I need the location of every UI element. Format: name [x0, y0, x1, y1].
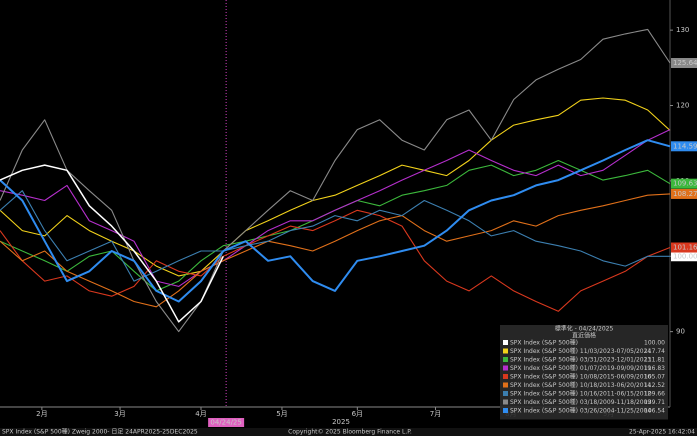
legend-value: 100.00 — [644, 340, 665, 347]
series-line — [0, 193, 671, 308]
legend-value: 111.81 — [644, 357, 665, 364]
legend-swatch — [503, 357, 508, 362]
y-tick-label: 130 — [676, 26, 689, 34]
last-value-box — [671, 178, 697, 189]
series-line — [0, 164, 224, 323]
date-marker-box — [208, 418, 245, 427]
legend-label: SPX Index (S&P 500種) 10/08/2015-06/09/20… — [510, 373, 651, 381]
legend-title: 直近価格 — [572, 332, 596, 340]
last-value-box — [671, 188, 697, 199]
legend-label: SPX Index (S&P 500種) 11/03/2023-07/05/20… — [510, 347, 651, 355]
series-line — [0, 129, 671, 287]
legend-label: SPX Index (S&P 500種) — [510, 339, 578, 347]
legend-label: SPX Index (S&P 500種) 03/26/2004-11/25/20… — [510, 407, 651, 415]
status-bar — [0, 428, 697, 436]
legend-label: SPX Index (S&P 500種) 10/16/2011-06/15/20… — [510, 390, 651, 398]
last-value-box — [671, 58, 697, 69]
date-marker-label: 04/24/25 — [210, 419, 241, 427]
legend-value: 105.07 — [644, 374, 665, 381]
legend-value: 116.83 — [644, 365, 665, 372]
last-value-label: 114.59 — [673, 142, 697, 150]
series-line — [0, 139, 671, 303]
legend-label: SPX Index (S&P 500種) 03/18/2009-11/18/20… — [510, 398, 651, 406]
legend-label: SPX Index (S&P 500種) 03/31/2023-12/01/20… — [510, 356, 651, 364]
series-line — [0, 209, 671, 312]
x-tick-label: 4月 — [195, 410, 206, 418]
last-value-label: 108.27 — [673, 190, 697, 198]
last-value-label: 100.00 — [673, 252, 697, 260]
legend-swatch — [503, 408, 508, 413]
series-line — [0, 28, 671, 333]
legend-title: 標準化 - 04/24/2025 — [555, 325, 614, 333]
legend-value: 139.71 — [644, 399, 665, 406]
x-tick-label: 2月 — [36, 410, 47, 418]
last-value-box — [671, 242, 697, 253]
x-tick-label: 7月 — [430, 410, 441, 418]
legend-value: 112.52 — [644, 382, 665, 389]
last-value-label: 101.16 — [673, 244, 697, 252]
x-tick-label: 6月 — [352, 410, 363, 418]
legend-swatch — [503, 391, 508, 396]
legend-swatch — [503, 340, 508, 345]
last-value-label: 125.64 — [673, 59, 697, 67]
legend-label: SPX Index (S&P 500種) 01/07/2019-09/09/20… — [510, 364, 651, 372]
x-axis-label: 2025 — [332, 418, 350, 426]
y-tick-label: 90 — [676, 328, 685, 336]
series-line — [0, 97, 671, 277]
series-line — [0, 190, 670, 282]
legend-value: 109.66 — [644, 391, 665, 398]
legend-swatch — [503, 348, 508, 354]
legend-swatch — [503, 382, 508, 388]
legend-box — [500, 325, 668, 420]
legend-label: SPX Index (S&P 500種) 10/18/2013-06/20/20… — [510, 381, 651, 389]
x-tick-label: 5月 — [276, 410, 287, 418]
legend-value: 106.54 — [644, 408, 665, 415]
legend-swatch — [503, 399, 508, 405]
last-value-box — [671, 251, 697, 262]
last-value-label: 109.63 — [673, 180, 697, 188]
footer-left: SPX Index (S&P 500種) Zweig 2000- 日足 24AP… — [2, 428, 198, 436]
legend-swatch — [503, 374, 508, 379]
footer-center: Copyright© 2025 Bloomberg Finance L.P. — [288, 429, 412, 436]
legend-swatch — [503, 365, 508, 371]
legend-value: 117.74 — [644, 348, 665, 355]
y-tick-label: 120 — [676, 102, 689, 110]
footer-right: 25-Apr-2025 16:42:04 — [629, 429, 695, 436]
x-tick-label: 3月 — [114, 410, 125, 418]
last-value-box — [671, 141, 697, 152]
